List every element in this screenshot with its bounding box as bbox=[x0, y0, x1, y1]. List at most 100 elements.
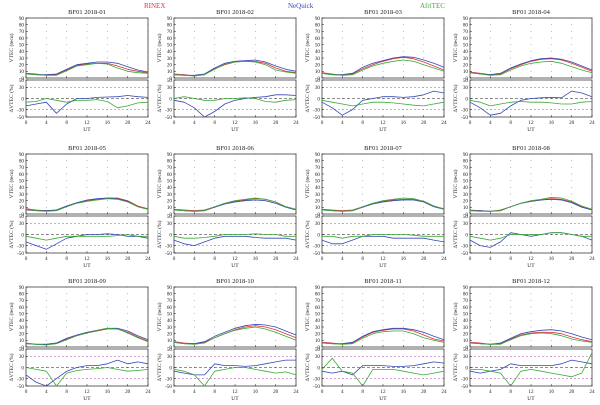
grid-dot bbox=[571, 306, 573, 308]
grid-dot bbox=[234, 50, 236, 52]
y-tick-label: 30 bbox=[19, 56, 25, 62]
grid-dot bbox=[489, 173, 491, 175]
grid-dot bbox=[571, 64, 573, 66]
y-tick-label: 70 bbox=[167, 165, 173, 171]
y-tick-label: 10 bbox=[315, 205, 321, 211]
series-afritec bbox=[469, 332, 593, 345]
grid-dot bbox=[341, 30, 343, 32]
x-tick-label: 20 bbox=[421, 256, 427, 262]
y-tick-label: 70 bbox=[463, 29, 469, 35]
x-tick-label: 8 bbox=[509, 256, 512, 262]
grid-dot bbox=[66, 50, 68, 52]
y-tick-label: 0 bbox=[465, 365, 468, 371]
series-rinex bbox=[321, 56, 445, 76]
y-tick-label: 80 bbox=[315, 291, 321, 297]
x-tick-label: 20 bbox=[125, 389, 131, 395]
grid-dot bbox=[341, 339, 343, 341]
y-tick-label: 60 bbox=[167, 172, 173, 178]
grid-dot bbox=[254, 64, 256, 66]
series-nequick bbox=[25, 359, 149, 387]
grid-dot bbox=[254, 206, 256, 208]
y-tick-label: -50 bbox=[17, 115, 24, 121]
grid-dot bbox=[571, 57, 573, 59]
grid-dot bbox=[362, 180, 364, 182]
grid-dot bbox=[530, 326, 532, 328]
series-nequick bbox=[25, 95, 149, 114]
grid-dot bbox=[275, 206, 277, 208]
y-axis-label-vtec: VTEC (tecu) bbox=[156, 33, 163, 62]
grid-dot bbox=[234, 44, 236, 46]
grid-dot bbox=[86, 57, 88, 59]
grid-dot bbox=[127, 299, 129, 301]
x-tick-label: 24 bbox=[145, 389, 151, 395]
x-tick-label: 16 bbox=[253, 389, 259, 395]
x-axis-label: UT bbox=[379, 263, 387, 269]
grid-dot bbox=[341, 333, 343, 335]
x-tick-label: 4 bbox=[489, 256, 492, 262]
y-tick-label: 50 bbox=[463, 214, 469, 220]
grid-dot bbox=[45, 57, 47, 59]
plot-frame bbox=[25, 286, 149, 348]
y-axis-label-vtec: VTEC (tecu) bbox=[8, 169, 15, 198]
grid-dot bbox=[341, 166, 343, 168]
grid-dot bbox=[275, 64, 277, 66]
grid-dot bbox=[362, 193, 364, 195]
grid-dot bbox=[193, 180, 195, 182]
x-tick-label: 20 bbox=[421, 120, 427, 126]
x-axis-label: UT bbox=[83, 263, 91, 269]
y-tick-label: -30 bbox=[17, 243, 24, 249]
grid-dot bbox=[362, 166, 364, 168]
x-tick-label: 8 bbox=[213, 256, 216, 262]
grid-dot bbox=[550, 206, 552, 208]
x-tick-label: 0 bbox=[321, 389, 324, 395]
x-axis-label: UT bbox=[527, 263, 535, 269]
grid-dot bbox=[66, 160, 68, 162]
grid-dot bbox=[234, 37, 236, 39]
y-tick-label: 30 bbox=[167, 192, 173, 198]
panel-title: BF01 2018-08 bbox=[512, 145, 550, 152]
y-tick-label: 80 bbox=[167, 291, 173, 297]
grid-dot bbox=[106, 44, 108, 46]
y-tick-label: 80 bbox=[167, 22, 173, 28]
series-nequick bbox=[321, 199, 445, 212]
y-tick-label: -30 bbox=[17, 107, 24, 113]
grid-dot bbox=[402, 306, 404, 308]
y-tick-label: 80 bbox=[315, 22, 321, 28]
grid-dot bbox=[86, 206, 88, 208]
grid-dot bbox=[234, 313, 236, 315]
grid-dot bbox=[402, 160, 404, 162]
grid-dot bbox=[254, 160, 256, 162]
x-tick-label: 8 bbox=[65, 389, 68, 395]
grid-dot bbox=[341, 193, 343, 195]
grid-dot bbox=[382, 313, 384, 315]
grid-dot bbox=[275, 313, 277, 315]
grid-dot bbox=[510, 319, 512, 321]
grid-dot bbox=[402, 193, 404, 195]
y-tick-label: 20 bbox=[167, 331, 173, 337]
grid-dot bbox=[45, 70, 47, 72]
y-tick-label: 0 bbox=[317, 212, 320, 218]
y-tick-label: 0 bbox=[317, 345, 320, 351]
y-tick-label: -50 bbox=[313, 251, 320, 257]
grid-dot bbox=[234, 24, 236, 26]
grid-dot bbox=[550, 339, 552, 341]
y-axis-label-dvtec: ΔVTEC (%) bbox=[8, 353, 15, 381]
grid-dot bbox=[489, 306, 491, 308]
grid-dot bbox=[214, 186, 216, 188]
grid-dot bbox=[254, 299, 256, 301]
panel-title: BF01 2018-09 bbox=[68, 278, 106, 285]
grid-dot bbox=[234, 306, 236, 308]
grid-dot bbox=[362, 160, 364, 162]
x-tick-label: 12 bbox=[84, 256, 90, 262]
x-tick-label: 4 bbox=[341, 120, 344, 126]
grid-dot bbox=[510, 326, 512, 328]
y-tick-label: 50 bbox=[19, 214, 25, 220]
